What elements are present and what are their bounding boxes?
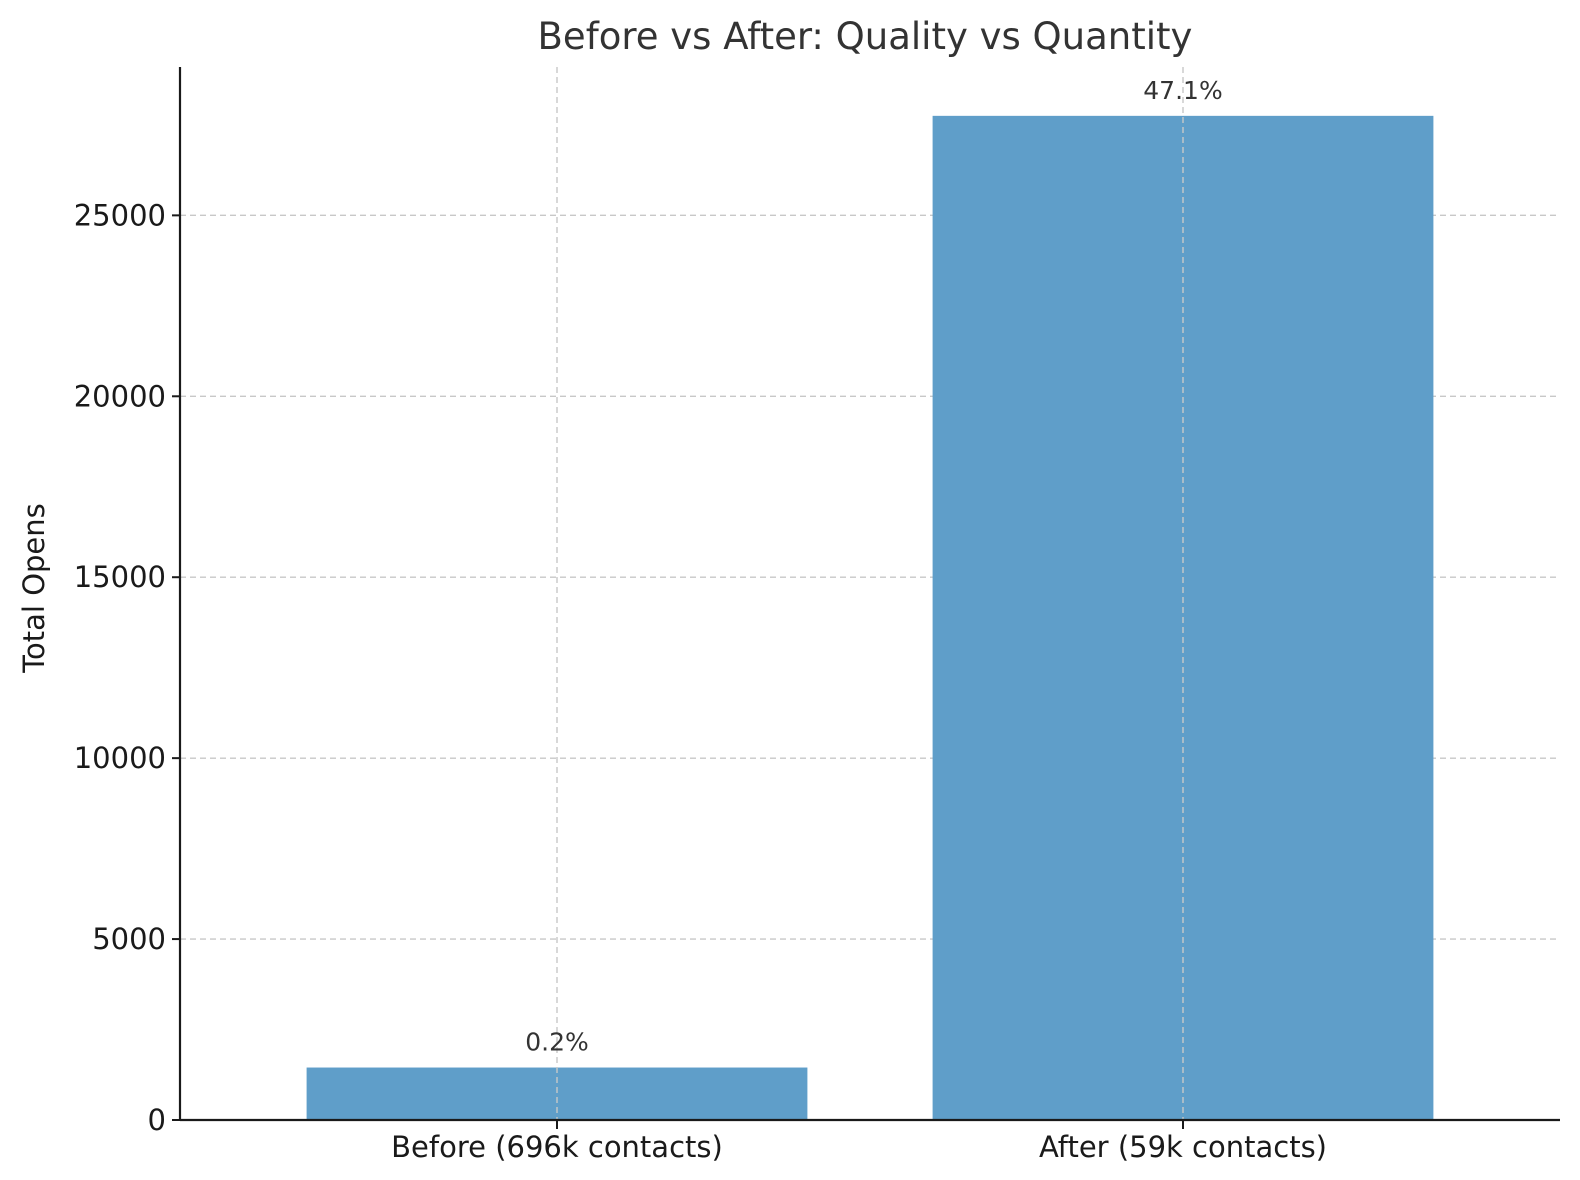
y-tick-label: 15000 [74, 560, 166, 594]
y-tick-label: 10000 [74, 741, 166, 775]
x-tick-label: Before (696k contacts) [391, 1130, 723, 1164]
axes: 0 5000 10000 15000 20000 25000 Before (696k co… [74, 67, 1560, 1164]
chart-title: Before vs After: Quality vs Quantity [538, 15, 1193, 58]
y-tick-label: 20000 [74, 379, 166, 413]
bar-data-label: 0.2% [525, 1028, 589, 1057]
data-labels: 0.2% 47.1% [525, 76, 1222, 1057]
y-axis-label: Total Opens [17, 503, 51, 674]
y-tick-label: 25000 [74, 198, 166, 232]
y-tick-label: 0 [148, 1103, 166, 1137]
bars [306, 115, 1434, 1120]
bar-data-label: 47.1% [1143, 76, 1222, 105]
x-tick-label: After (59k contacts) [1039, 1130, 1327, 1164]
y-tick-label: 5000 [92, 922, 166, 956]
vertical-grid [556, 67, 1184, 1120]
